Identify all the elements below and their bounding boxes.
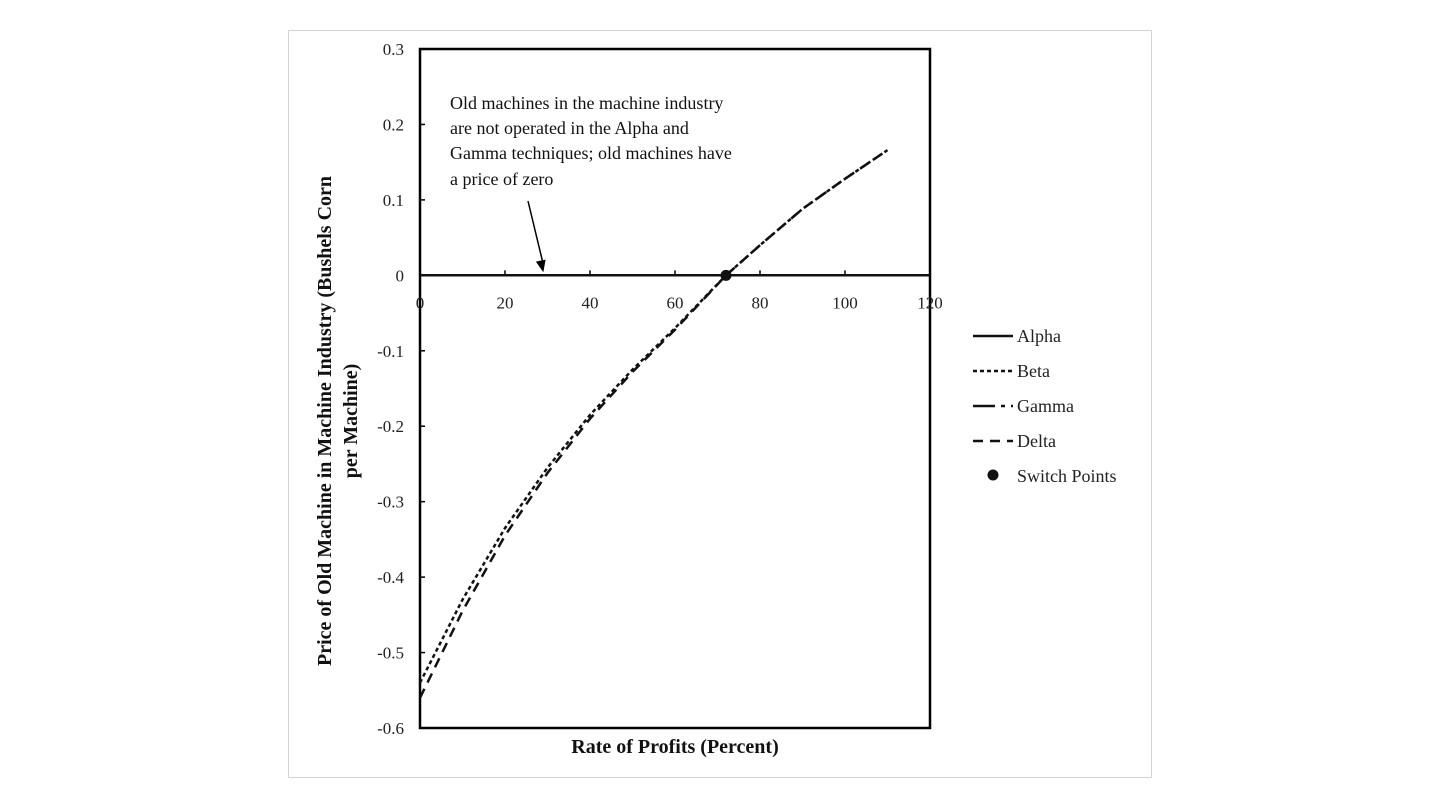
x-tick-labels: 0 20 40 60 80 100 120	[416, 293, 943, 312]
y-tick-label: -0.6	[377, 719, 404, 738]
annotation-arrow-head	[535, 259, 546, 273]
plot-area	[418, 47, 932, 730]
switch-point	[720, 269, 732, 281]
legend-label-delta: Delta	[1017, 431, 1056, 451]
x-tick-label: 100	[832, 293, 858, 312]
chart-frame: 0.3 0.2 0.1 0 -0.1 -0.2 -0.3 -0.4 -0.5 -0.6 0 20 40…	[288, 30, 1152, 778]
y-axis-title-line1: Price of Old Machine in Machine Industry…	[314, 176, 336, 666]
legend-label-beta: Beta	[1017, 361, 1050, 381]
y-tick-labels: 0.3 0.2 0.1 0 -0.1 -0.2 -0.3 -0.4 -0.5 -0.6	[377, 40, 404, 738]
x-tick-label: 120	[917, 293, 943, 312]
legend-label-switch-points: Switch Points	[1017, 466, 1117, 486]
y-tick-label: 0.3	[383, 40, 404, 59]
y-tick-label: 0.2	[383, 115, 404, 134]
y-tick-label: -0.5	[377, 644, 404, 663]
y-tick-label: 0.1	[383, 191, 404, 210]
y-tick-label: 0	[396, 266, 405, 285]
annotation: Old machines in the machine industry are…	[450, 93, 732, 189]
chart-svg: 0.3 0.2 0.1 0 -0.1 -0.2 -0.3 -0.4 -0.5 -0.6 0 20 40…	[314, 40, 1117, 758]
y-tick-label: -0.2	[377, 417, 404, 436]
plot-border	[418, 47, 932, 730]
annotation-line-3: Gamma techniques; old machines have	[450, 143, 732, 163]
legend-swatch-switch-points	[987, 469, 999, 481]
annotation-arrow	[527, 200, 546, 273]
x-tick-label: 80	[752, 293, 769, 312]
annotation-line-4: a price of zero	[450, 169, 553, 189]
series-line-beta	[418, 149, 889, 684]
y-tick-label: -0.3	[377, 493, 404, 512]
series-line-delta	[418, 149, 889, 699]
legend-label-alpha: Alpha	[1017, 326, 1061, 346]
annotation-line-1: Old machines in the machine industry	[450, 93, 723, 113]
x-tick-label: 60	[667, 293, 684, 312]
legend-label-gamma: Gamma	[1017, 396, 1074, 416]
x-axis-title: Rate of Profits (Percent)	[571, 736, 779, 758]
annotation-line-2: are not operated in the Alpha and	[450, 118, 689, 138]
y-tick-label: -0.1	[377, 342, 404, 361]
annotation-arrow-shaft	[527, 200, 544, 265]
legend: Alpha Beta Gamma Delta Switch Points	[973, 326, 1117, 486]
x-tick-label: 40	[582, 293, 599, 312]
y-tick-label: -0.4	[377, 568, 404, 587]
x-tick-label: 0	[416, 293, 425, 312]
y-axis-title-line2: per Machine)	[340, 364, 362, 479]
x-tick-label: 20	[497, 293, 514, 312]
